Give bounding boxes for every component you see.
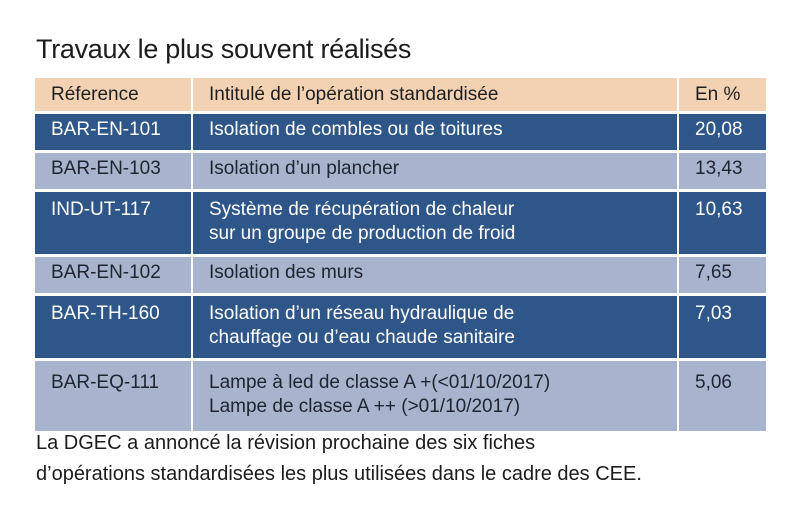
reference-cell: BAR-EN-101 (35, 114, 193, 153)
label-cell: Isolation d’un plancher (193, 153, 679, 192)
percent-cell: 20,08 (679, 114, 766, 153)
table-title: Travaux le plus souvent réalisés (36, 34, 412, 64)
percent-cell: 10,63 (679, 192, 766, 257)
label-line: sur un groupe de production de froid (209, 223, 516, 244)
percent-cell: 7,03 (679, 296, 766, 361)
label-cell: Isolation de combles ou de toitures (193, 114, 679, 153)
label-line: Isolation de combles ou de toitures (209, 119, 503, 140)
footnote-line: d’opérations standardisées les plus util… (36, 463, 642, 485)
table-header-row: Réference Intitulé de l’opération standa… (35, 78, 766, 114)
label-line: chauffage ou d’eau chaude sanitaire (209, 327, 516, 348)
table-row: IND-UT-117 Système de récupération de ch… (35, 192, 766, 257)
footnote-line: La DGEC a annoncé la révision prochaine … (36, 432, 536, 454)
table-row: BAR-EN-101 Isolation de combles ou de to… (35, 114, 766, 153)
reference-cell: BAR-EQ-111 (35, 361, 193, 434)
label-line: Isolation des murs (209, 262, 364, 283)
label-line: Isolation d’un plancher (209, 158, 400, 179)
table-row: BAR-EN-102 Isolation des murs 7,65 (35, 257, 766, 296)
label-cell: Isolation des murs (193, 257, 679, 296)
footnote: La DGEC a annoncé la révision prochaine … (36, 428, 776, 490)
label-line: Isolation d’un réseau hydraulique de (209, 303, 515, 324)
table-row: BAR-TH-160 Isolation d’un réseau hydraul… (35, 296, 766, 361)
percent-cell: 5,06 (679, 361, 766, 434)
label-cell: Système de récupération de chaleur sur u… (193, 192, 679, 257)
label-line: Lampe de classe A ++ (>01/10/2017) (209, 396, 521, 417)
label-cell: Lampe à led de classe A +(<01/10/2017) L… (193, 361, 679, 434)
reference-cell: BAR-EN-103 (35, 153, 193, 192)
column-header-label: Intitulé de l’opération standardisée (193, 78, 679, 114)
label-line: Lampe à led de classe A +(<01/10/2017) (209, 372, 551, 393)
column-header-percent: En % (679, 78, 766, 114)
table-row: BAR-EN-103 Isolation d’un plancher 13,43 (35, 153, 766, 192)
reference-cell: BAR-TH-160 (35, 296, 193, 361)
reference-cell: IND-UT-117 (35, 192, 193, 257)
operations-table: Réference Intitulé de l’opération standa… (35, 78, 766, 434)
column-header-reference: Réference (35, 78, 193, 114)
label-cell: Isolation d’un réseau hydraulique de cha… (193, 296, 679, 361)
reference-cell: BAR-EN-102 (35, 257, 193, 296)
percent-cell: 13,43 (679, 153, 766, 192)
table-row: BAR-EQ-111 Lampe à led de classe A +(<01… (35, 361, 766, 434)
label-line: Système de récupération de chaleur (209, 199, 515, 220)
percent-cell: 7,65 (679, 257, 766, 296)
